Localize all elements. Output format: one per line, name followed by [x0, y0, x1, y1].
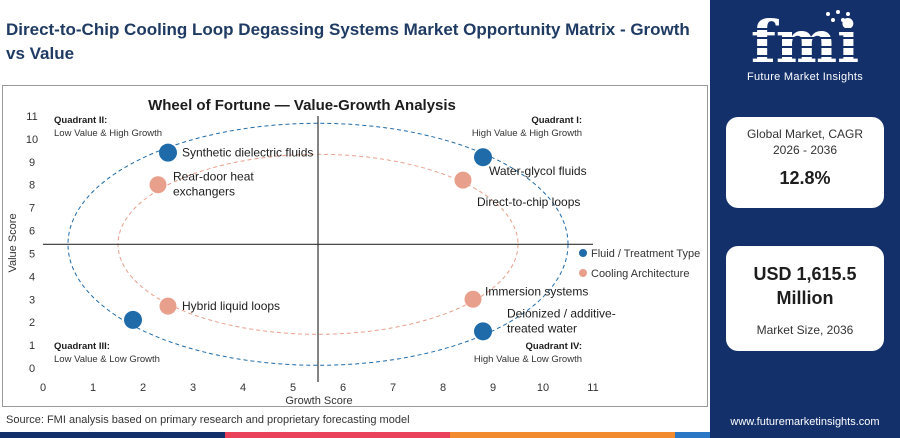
x-tick-label: 0	[40, 382, 46, 394]
point-label: Direct-to-chip loops	[477, 195, 580, 209]
x-tick-label: 1	[90, 382, 96, 394]
market-size-value: USD 1,615.5 Million	[753, 264, 857, 308]
logo-wordmark: fmi	[751, 8, 859, 74]
architecture-point	[159, 297, 177, 315]
y-tick-label: 9	[29, 157, 35, 169]
market-size-label: Market Size, 2036	[756, 323, 854, 337]
x-axis-label: Growth Score	[285, 395, 352, 407]
legend-marker	[579, 249, 587, 257]
main-panel: Direct-to-Chip Cooling Loop Degassing Sy…	[2, 20, 708, 426]
fluid-type-point	[124, 310, 142, 329]
quadrant-name: Quadrant I:	[531, 115, 582, 126]
architecture-point	[464, 290, 482, 308]
footer-bar-segment	[225, 432, 450, 438]
footer-bar-segment	[0, 432, 225, 438]
point-label: Water-glycol fluids	[489, 164, 587, 178]
x-tick-label: 7	[390, 382, 396, 394]
legend-label: Fluid / Treatment Type	[591, 248, 700, 260]
point-label: treated water	[507, 321, 577, 335]
y-tick-label: 10	[26, 134, 38, 146]
point-label: Rear-door heat	[173, 170, 254, 184]
y-tick-label: 6	[29, 226, 35, 238]
x-tick-label: 10	[537, 382, 549, 394]
x-tick-label: 5	[290, 382, 296, 394]
x-tick-label: 4	[240, 382, 246, 394]
y-axis-label: Value Score	[7, 213, 19, 272]
page-title: Direct-to-Chip Cooling Loop Degassing Sy…	[6, 20, 690, 63]
quadrant-name: Quadrant IV:	[526, 341, 582, 352]
y-tick-label: 2	[29, 317, 35, 329]
quadrant-name: Quadrant II:	[54, 115, 107, 126]
market-size-card: USD 1,615.5 Million Market Size, 2036	[726, 246, 884, 351]
x-tick-label: 3	[190, 382, 196, 394]
quadrant-name: Quadrant III:	[54, 341, 110, 352]
point-label: Hybrid liquid loops	[182, 299, 280, 313]
architecture-point	[454, 171, 472, 189]
quadrant-description: Low Value & Low Growth	[54, 354, 160, 365]
opportunity-matrix-chart: Wheel of Fortune — Value-Growth Analysis…	[2, 85, 708, 407]
point-label: Synthetic dielectric fluids	[182, 146, 313, 160]
cagr-value: 12.8%	[779, 168, 831, 188]
fmi-logo-graphic: fmi	[730, 8, 880, 76]
chart-title: Wheel of Fortune — Value-Growth Analysis	[148, 97, 456, 114]
footer-bar-segment	[450, 432, 675, 438]
cagr-card: Global Market, CAGR 2026 - 2036 12.8%	[726, 117, 884, 208]
y-tick-label: 5	[29, 248, 35, 260]
architecture-point	[149, 176, 167, 194]
y-tick-label: 1	[29, 340, 35, 352]
point-label: Deionized / additive-	[507, 306, 616, 320]
x-tick-label: 8	[440, 382, 446, 394]
chart-frame	[2, 85, 708, 407]
quadrant-description: Low Value & High Growth	[54, 128, 162, 139]
logo-tagline: Future Market Insights	[746, 71, 864, 83]
sidebar-panel: fmi Future Market Insights Global Market…	[710, 0, 900, 438]
point-label: exchangers	[173, 185, 235, 199]
quadrant-description: High Value & Low Growth	[474, 354, 582, 365]
fluid-type-point	[159, 143, 177, 162]
y-tick-label: 7	[29, 203, 35, 215]
logo-stripes	[730, 28, 880, 57]
y-tick-label: 8	[29, 180, 35, 192]
x-tick-label: 6	[340, 382, 346, 394]
logo-stars	[826, 10, 850, 22]
y-tick-label: 0	[29, 363, 35, 375]
legend-label: Cooling Architecture	[591, 268, 689, 280]
y-tick-label: 11	[26, 111, 37, 123]
quadrant-description: High Value & High Growth	[472, 128, 582, 139]
fluid-type-point	[474, 148, 492, 167]
chart-area: Wheel of Fortune — Value-Growth Analysis…	[2, 85, 708, 407]
fmi-logo: fmi Future Market Insights	[710, 4, 900, 96]
x-tick-label: 11	[587, 382, 598, 394]
x-tick-label: 9	[490, 382, 496, 394]
y-tick-label: 4	[29, 271, 35, 283]
y-tick-label: 3	[29, 294, 35, 306]
source-note: Source: FMI analysis based on primary re…	[6, 414, 410, 426]
fluid-type-point	[474, 322, 492, 341]
point-label: Immersion systems	[485, 284, 588, 298]
website-url: www.futuremarketinsights.com	[730, 416, 880, 428]
legend-marker	[579, 269, 587, 277]
cagr-label: Global Market, CAGR 2026 - 2036	[746, 127, 864, 157]
x-tick-label: 2	[140, 382, 146, 394]
